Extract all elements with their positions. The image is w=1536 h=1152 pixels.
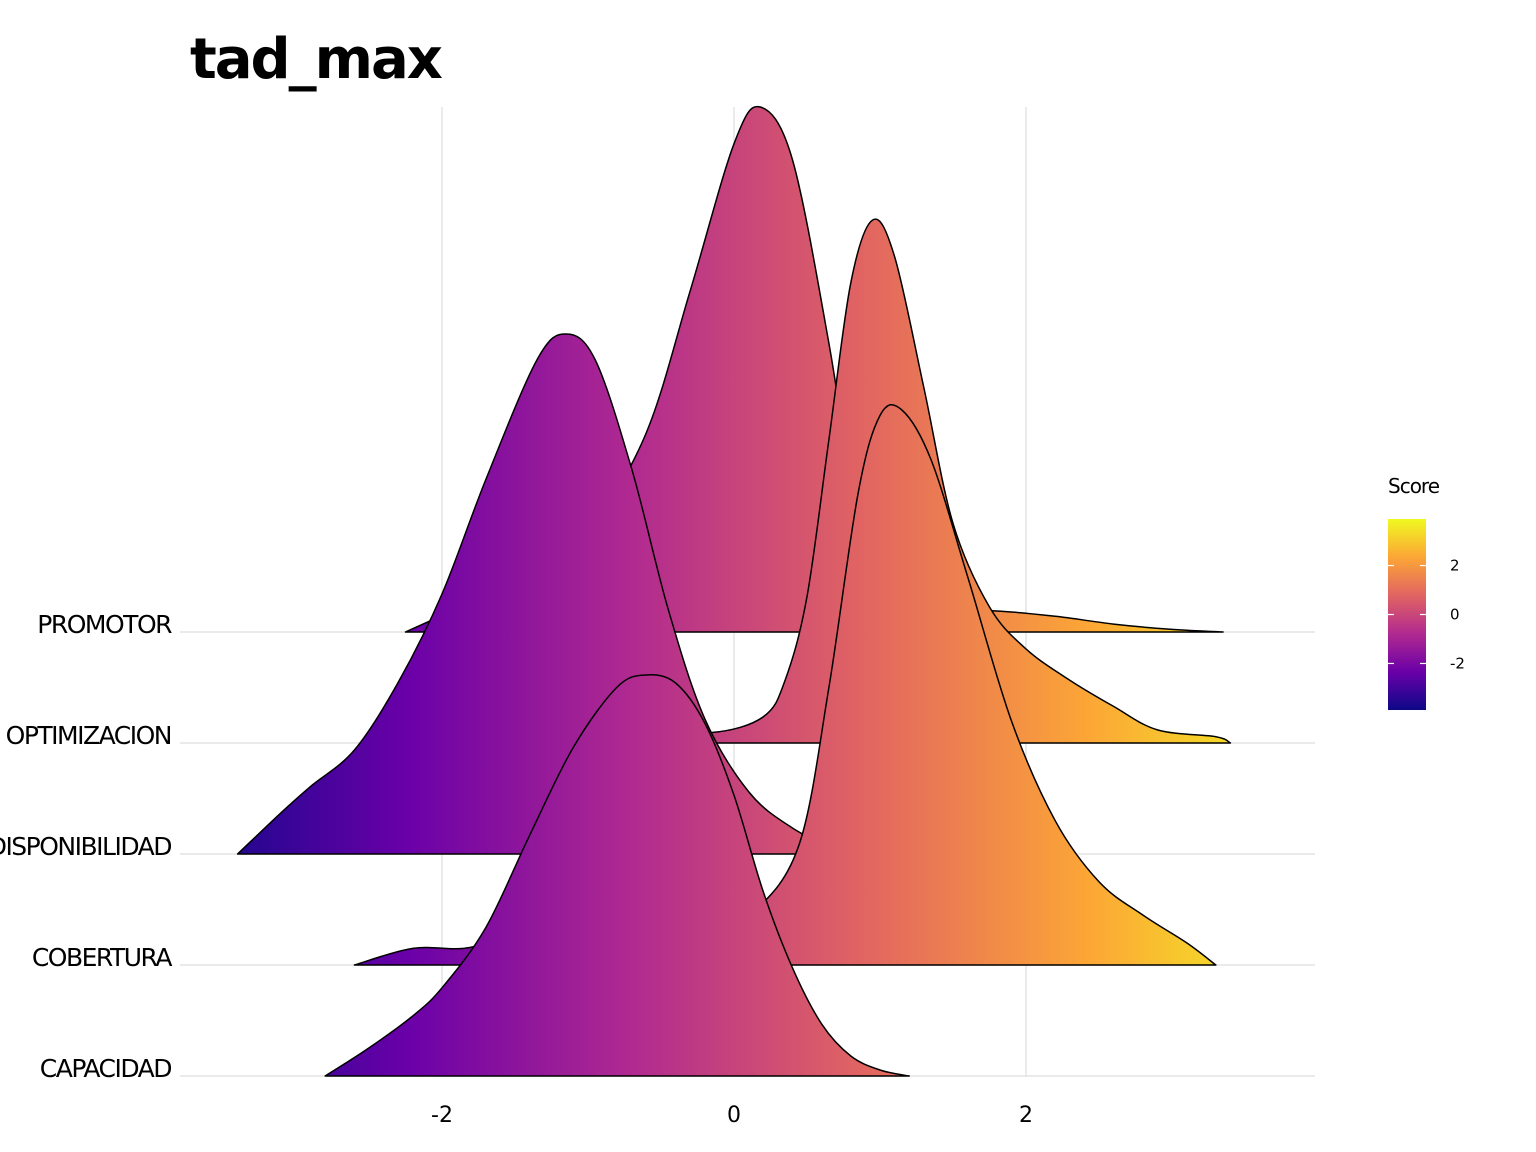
x-tick-label: -2 bbox=[431, 1103, 453, 1128]
x-axis-ticks: -2 0 2 bbox=[431, 1103, 1033, 1128]
chart-title: tad_max bbox=[190, 27, 443, 92]
legend-tick-label: 0 bbox=[1450, 606, 1460, 624]
legend-tick-label: 2 bbox=[1450, 557, 1460, 575]
x-tick-label: 0 bbox=[727, 1103, 741, 1128]
category-label: DISPONIBILIDAD bbox=[0, 832, 171, 861]
category-labels: PROMOTOR OPTIMIZACION DISPONIBILIDAD COBERT… bbox=[0, 610, 174, 1083]
ridge-series bbox=[236, 105, 1232, 1077]
category-label: PROMOTOR bbox=[37, 610, 172, 639]
legend-tick-label: -2 bbox=[1450, 654, 1465, 672]
ridge-capacidad bbox=[324, 674, 910, 1077]
legend-title: Score bbox=[1388, 474, 1440, 498]
category-label: OPTIMIZACION bbox=[6, 721, 171, 750]
legend-ticks: 2 0 -2 bbox=[1388, 557, 1465, 672]
legend-colorbar bbox=[1388, 519, 1426, 710]
x-tick-label: 2 bbox=[1019, 1103, 1033, 1128]
category-label: CAPACIDAD bbox=[40, 1054, 171, 1083]
category-label: COBERTURA bbox=[32, 943, 173, 972]
color-legend: Score 2 0 -2 bbox=[1388, 474, 1465, 710]
